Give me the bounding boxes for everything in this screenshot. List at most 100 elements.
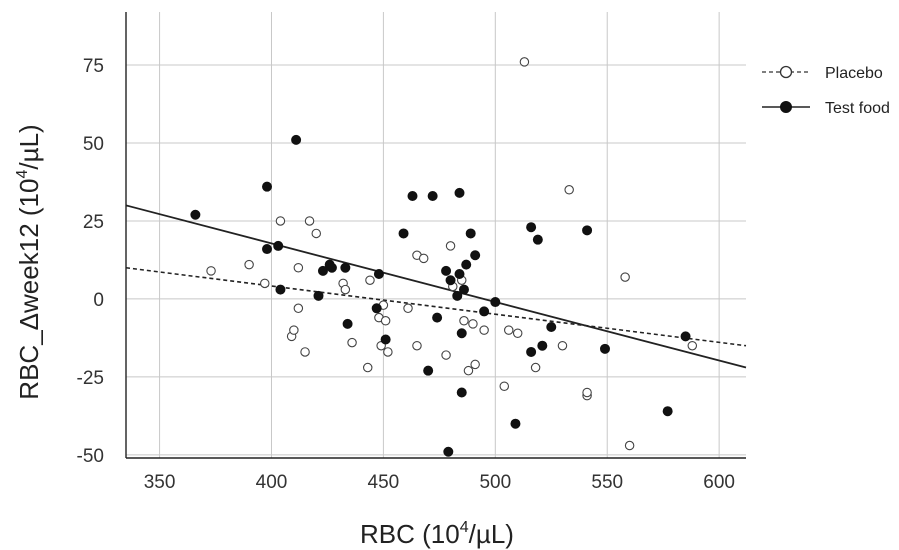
point-placebo: [340, 284, 351, 295]
point-test-food: [190, 209, 201, 220]
point-test-food: [532, 234, 543, 245]
point-placebo: [479, 325, 489, 335]
point-placebo: [380, 316, 391, 326]
point-test-food: [546, 322, 557, 333]
point-placebo: [260, 278, 270, 289]
point-placebo: [624, 440, 635, 451]
x-tick-label: 600: [703, 472, 735, 493]
point-test-food: [454, 187, 465, 198]
point-test-food: [537, 340, 548, 351]
point-placebo: [470, 359, 480, 370]
y-tick-labels: 75 50 25 0 -25 -50: [77, 56, 104, 467]
point-test-food: [262, 181, 273, 192]
point-placebo: [293, 262, 304, 273]
point-test-food: [427, 191, 438, 202]
point-test-food: [470, 250, 481, 261]
point-test-food: [373, 268, 384, 279]
point-test-food: [680, 331, 691, 342]
point-test-food: [371, 303, 382, 314]
point-test-food: [291, 134, 302, 145]
point-placebo: [499, 381, 510, 392]
axes: [125, 12, 746, 459]
point-placebo: [445, 241, 456, 251]
point-placebo: [403, 303, 413, 314]
y-tick-label: -50: [77, 446, 104, 467]
point-test-food: [456, 387, 467, 398]
point-test-food: [326, 262, 337, 273]
point-placebo: [530, 362, 541, 373]
point-test-food: [262, 244, 273, 255]
point-test-food: [443, 446, 454, 457]
point-test-food: [275, 284, 286, 295]
point-placebo: [418, 253, 429, 264]
point-placebo: [347, 337, 357, 348]
y-axis-title: RBC_Δweek12 (104/µL): [14, 124, 44, 399]
point-test-food: [398, 228, 409, 239]
point-placebo: [503, 325, 514, 335]
point-test-food: [340, 262, 351, 273]
point-placebo: [468, 319, 478, 329]
point-test-food: [662, 406, 673, 417]
x-tick-labels: 350 400 450 500 550 600: [144, 472, 735, 493]
gridlines: [126, 12, 746, 458]
point-placebo: [412, 340, 422, 351]
point-placebo: [206, 266, 216, 276]
point-test-food: [582, 225, 593, 236]
point-test-food: [445, 275, 456, 286]
fit-line-test-food: [125, 204, 747, 369]
legend-placebo-marker: [779, 65, 793, 79]
point-placebo: [362, 362, 373, 373]
point-test-food: [510, 418, 521, 429]
point-placebo: [557, 340, 568, 351]
y-tick-label: 25: [83, 212, 104, 233]
point-test-food: [452, 290, 463, 301]
legend: Placebo Test food: [762, 65, 890, 117]
x-tick-label: 400: [256, 472, 288, 493]
fit-line-placebo: [125, 266, 747, 347]
point-placebo: [512, 328, 523, 338]
point-placebo: [289, 325, 299, 335]
point-placebo: [311, 228, 322, 239]
point-test-food: [456, 328, 467, 339]
regression-lines: [125, 204, 747, 369]
point-test-food: [380, 334, 391, 345]
legend-item-placebo: Placebo: [762, 65, 883, 82]
point-test-food: [273, 240, 284, 251]
point-test-food: [313, 290, 324, 301]
point-test-food: [423, 365, 434, 376]
point-placebo: [244, 259, 254, 270]
x-tick-label: 550: [591, 472, 623, 493]
legend-test-food-marker: [780, 101, 792, 113]
x-axis-title: RBC (104/µL): [360, 519, 514, 549]
point-placebo: [293, 303, 304, 314]
point-placebo: [300, 347, 310, 357]
y-tick-label: 50: [83, 134, 104, 155]
y-tick-label: -25: [77, 368, 104, 389]
point-test-food: [461, 259, 472, 270]
point-placebo: [459, 316, 469, 326]
point-placebo: [519, 57, 530, 67]
point-placebo: [275, 216, 286, 226]
point-placebo: [687, 340, 698, 351]
point-placebo: [441, 350, 451, 360]
point-test-food: [526, 346, 537, 357]
point-test-food: [432, 312, 443, 323]
legend-test-food-label: Test food: [825, 100, 890, 117]
x-tick-label: 450: [368, 472, 400, 493]
point-test-food: [458, 284, 469, 295]
point-test-food: [526, 222, 537, 233]
point-test-food: [407, 191, 418, 202]
point-test-food: [342, 318, 353, 329]
x-tick-label: 350: [144, 472, 176, 493]
point-placebo: [365, 275, 375, 285]
point-placebo: [620, 272, 630, 282]
point-test-food: [599, 343, 610, 354]
x-tick-label: 500: [479, 472, 511, 493]
point-placebo: [304, 216, 315, 226]
legend-placebo-label: Placebo: [825, 65, 883, 82]
y-tick-label: 75: [83, 56, 104, 77]
point-placebo: [582, 387, 592, 398]
point-test-food: [317, 265, 328, 276]
data-points: [190, 57, 698, 457]
